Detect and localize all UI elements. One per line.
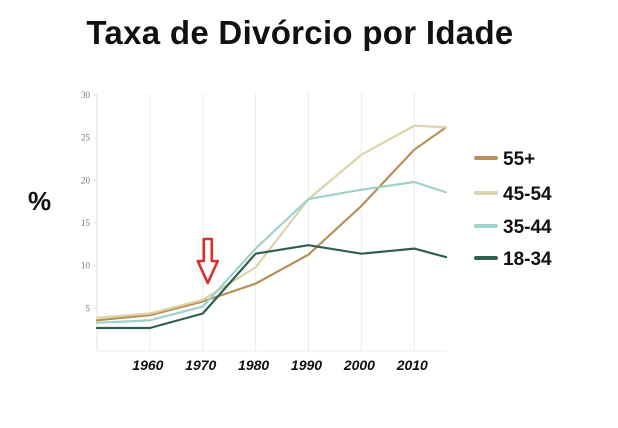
annotation-arrow-icon: [196, 237, 220, 285]
y-tick-label-10: 10: [81, 261, 91, 271]
x-tick-label-1970: 1970: [185, 357, 216, 373]
x-tick-label-1960: 1960: [132, 357, 163, 373]
legend-label-18-34: 18-34: [503, 249, 552, 270]
chart-title: Taxa de Divórcio por Idade: [86, 14, 514, 51]
x-tick-label-1980: 1980: [238, 357, 269, 373]
series-line-18-34: [95, 244, 448, 330]
x-tick-label-1990: 1990: [291, 357, 322, 373]
y-tick-label-20: 20: [81, 175, 91, 185]
series-line-55+: [95, 126, 448, 322]
x-tick-label-2000: 2000: [343, 357, 375, 373]
series-line-45-54: [95, 124, 448, 319]
legend-label-45-54: 45-54: [503, 184, 552, 205]
y-tick-label-15: 15: [81, 218, 91, 228]
y-tick-label-5: 5: [86, 303, 91, 313]
y-tick-label-30: 30: [81, 90, 91, 100]
x-tick-label-2010: 2010: [396, 357, 428, 373]
y-axis-label: %: [28, 186, 52, 216]
y-tick-label-25: 25: [81, 133, 91, 143]
legend-label-35-44: 35-44: [503, 217, 552, 238]
legend-label-55+: 55+: [503, 149, 535, 170]
series-line-35-44: [95, 180, 448, 324]
